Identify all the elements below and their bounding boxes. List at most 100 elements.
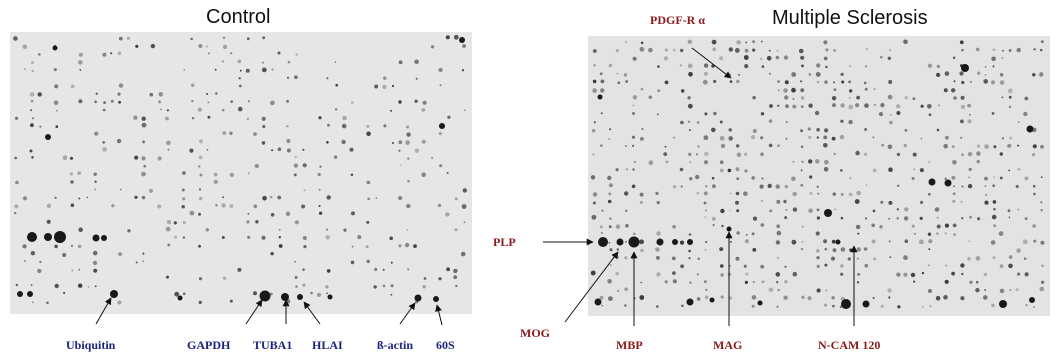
array-spot: [142, 260, 145, 263]
array-spot: [625, 240, 627, 243]
array-spot: [285, 211, 291, 216]
array-spot: [696, 121, 700, 124]
array-spot: [22, 44, 28, 50]
array-spot: [230, 52, 233, 55]
array-spot: [430, 45, 435, 49]
array-spot: [903, 144, 907, 148]
array-spot: [777, 104, 780, 107]
array-spot: [616, 72, 619, 75]
array-spot: [936, 232, 939, 236]
array-spot: [961, 64, 969, 72]
array-spot: [665, 160, 669, 164]
array-spot: [967, 184, 973, 189]
array-spot: [616, 248, 619, 251]
array-spot: [815, 231, 820, 236]
array-spot: [800, 55, 805, 60]
array-spot: [199, 139, 203, 144]
array-spot: [928, 178, 936, 186]
array-spot: [615, 168, 619, 172]
array-spot: [215, 92, 218, 95]
array-spot: [102, 52, 107, 57]
array-spot: [198, 155, 203, 160]
array-spot: [592, 129, 596, 133]
array-spot: [648, 95, 652, 99]
array-spot: [991, 303, 995, 308]
array-spot: [815, 159, 820, 164]
array-spot: [945, 264, 948, 267]
array-spot: [446, 267, 450, 272]
array-spot: [705, 241, 708, 243]
array-spot: [601, 304, 604, 307]
array-spot: [880, 55, 883, 59]
array-spot: [801, 240, 804, 243]
array-spot: [951, 175, 956, 180]
array-spot: [624, 287, 628, 292]
array-spot: [167, 243, 171, 247]
array-spot: [792, 271, 798, 277]
array-spot: [800, 80, 803, 83]
array-spot: [294, 75, 298, 79]
array-spot: [600, 79, 605, 84]
array-spot: [816, 185, 819, 188]
array-spot: [189, 148, 194, 153]
array-spot: [856, 257, 859, 260]
array-spot: [592, 201, 596, 205]
array-spot: [302, 283, 306, 287]
array-spot: [959, 71, 964, 76]
label-ncam: N-CAM 120: [818, 338, 881, 352]
array-spot: [278, 244, 283, 248]
array-spot: [961, 217, 964, 220]
array-spot: [182, 197, 186, 201]
array-spot: [975, 280, 979, 284]
array-spot: [398, 140, 403, 144]
array-spot: [319, 165, 322, 168]
array-spot: [864, 103, 869, 108]
array-spot: [222, 36, 226, 39]
array-spot: [903, 272, 908, 277]
array-spot: [792, 160, 795, 163]
array-spot: [775, 272, 781, 277]
array-spot: [30, 123, 34, 128]
array-spot: [253, 132, 257, 136]
array-spot: [1017, 208, 1020, 211]
array-spot: [832, 304, 835, 308]
array-spot: [357, 235, 362, 240]
array-spot: [149, 92, 154, 97]
array-spot: [229, 299, 233, 303]
array-spot: [927, 63, 933, 68]
array-spot: [832, 103, 836, 108]
array-spot: [632, 112, 635, 115]
array-spot: [960, 296, 965, 301]
array-spot: [696, 153, 699, 156]
array-spot: [54, 231, 66, 243]
label-tuba1: TUBA1: [253, 338, 293, 352]
array-spot: [743, 55, 749, 60]
array-spot: [760, 152, 764, 156]
array-spot: [615, 224, 621, 229]
array-spot: [30, 109, 32, 112]
array-spot: [600, 112, 603, 115]
array-spot: [999, 288, 1005, 294]
array-spot: [351, 211, 355, 216]
array-spot: [54, 84, 59, 89]
array-spot: [406, 229, 409, 231]
array-spot: [896, 272, 901, 277]
arrow-pdgfr: [691, 47, 732, 79]
array-spot: [825, 65, 828, 69]
array-spot: [945, 135, 949, 140]
array-spot: [287, 60, 291, 64]
array-spot: [39, 260, 42, 264]
array-spot: [984, 176, 988, 181]
array-spot: [406, 203, 411, 209]
array-spot: [295, 285, 298, 288]
array-spot: [992, 256, 996, 260]
array-spot: [783, 199, 787, 204]
array-spot: [639, 295, 645, 300]
array-spot: [744, 48, 749, 53]
array-spot: [141, 195, 146, 200]
array-spot: [253, 204, 258, 209]
label-gapdh: GAPDH: [187, 338, 231, 352]
array-spot: [768, 72, 771, 75]
array-spot: [919, 168, 924, 173]
